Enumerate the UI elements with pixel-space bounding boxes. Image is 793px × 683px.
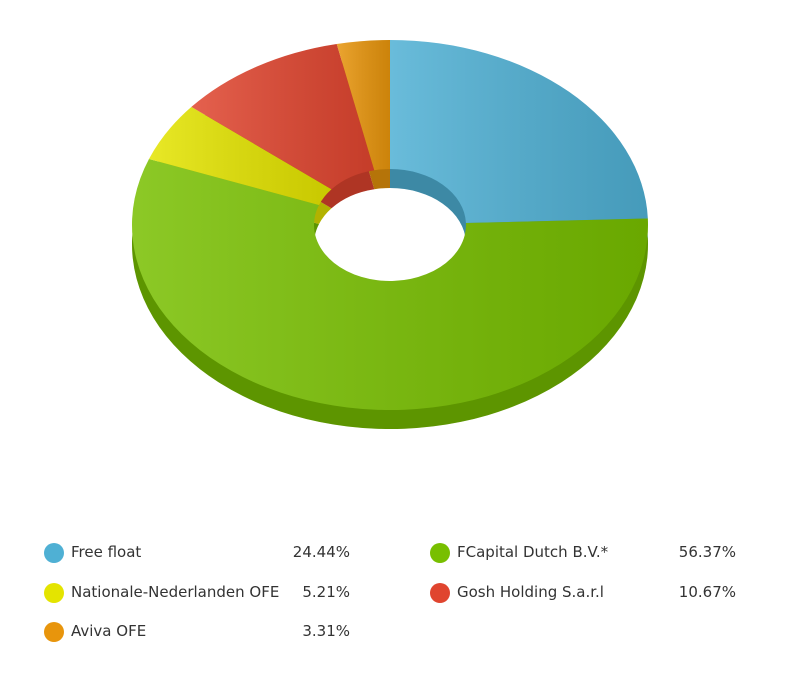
slice-shade [132, 158, 648, 410]
slice-shade [191, 43, 375, 190]
slice-shade [149, 106, 332, 206]
slice-shade [336, 40, 390, 171]
slice-shade [390, 40, 648, 224]
